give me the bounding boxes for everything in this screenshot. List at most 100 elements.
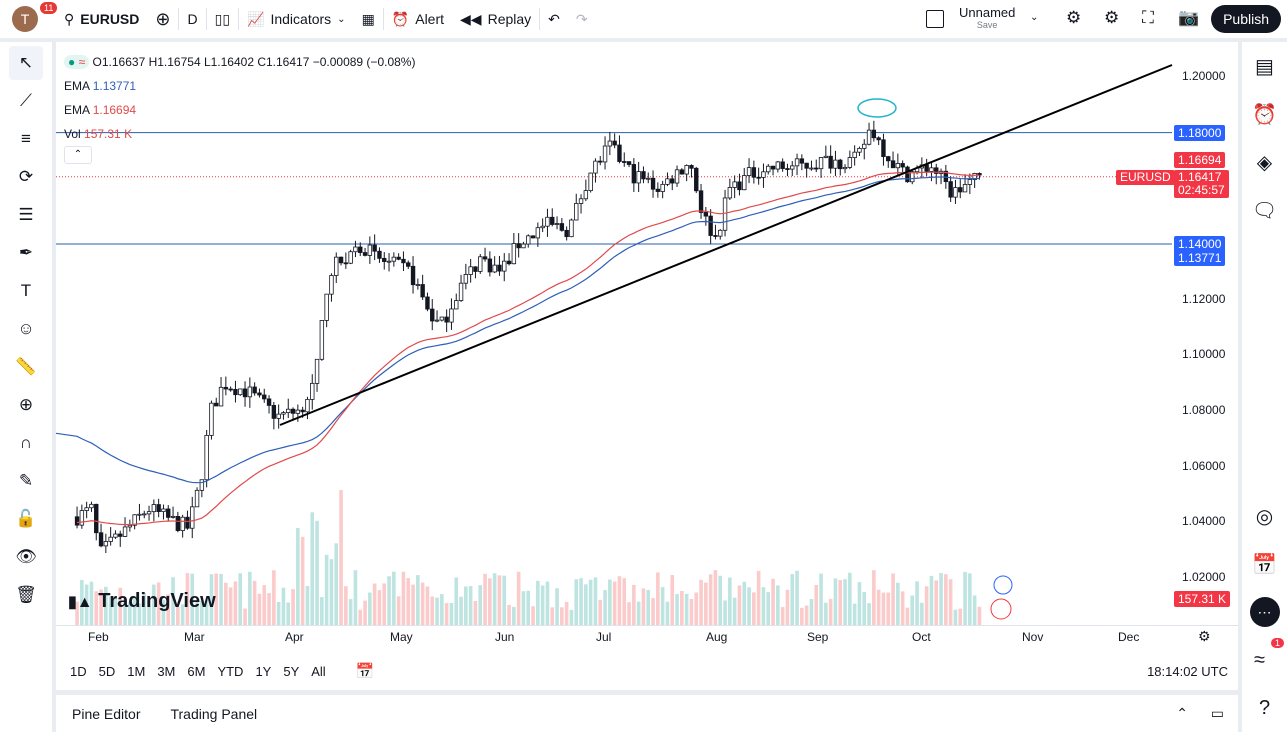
candle-body [598, 160, 603, 163]
range-all[interactable]: All [311, 663, 326, 679]
quick-search-icon[interactable]: ⚙ [1066, 8, 1082, 27]
candle-body [958, 187, 963, 193]
zoom-icon[interactable]: ⊕ [18, 395, 34, 414]
horizontal-lines-icon[interactable]: ≡ [21, 129, 31, 148]
volume-bar [747, 587, 751, 625]
volume-bar [512, 606, 516, 625]
chevron-down-icon[interactable]: ⌄ [1030, 12, 1039, 23]
volume-bar [416, 575, 420, 625]
undo-button[interactable]: ↶ [540, 0, 568, 38]
trash-icon[interactable]: 🗑 [15, 585, 37, 604]
layers-icon[interactable]: ◈ [1256, 151, 1273, 174]
candle-body [679, 169, 685, 175]
volume-bar [699, 579, 703, 625]
volume-bar [363, 600, 367, 625]
time-tick: Jul [596, 630, 612, 644]
volume-bar [156, 582, 161, 625]
candle-body [454, 300, 459, 310]
range-5d[interactable]: 5D [98, 663, 116, 679]
volume-bar [958, 608, 963, 625]
volume-bar [435, 597, 439, 625]
lock-icon[interactable]: 🔓 [15, 509, 37, 528]
alerts-clock-icon[interactable]: ⏰ [1252, 103, 1277, 126]
candle-body [358, 246, 363, 253]
ema-label: EMA [64, 79, 90, 93]
text-icon[interactable]: T [20, 281, 32, 300]
range-1m[interactable]: 1M [127, 663, 146, 679]
target-icon[interactable]: ◎ [1255, 505, 1274, 528]
templates-button[interactable]: ▦ [354, 0, 383, 38]
candle-body [257, 392, 262, 396]
date-range-icon[interactable]: 📅 [355, 663, 375, 680]
candle-body [319, 320, 325, 360]
volume-bar [190, 573, 195, 625]
alert-button[interactable]: ⏰ Alert [384, 0, 452, 38]
trendline [279, 64, 1173, 426]
tab-pine-editor[interactable]: Pine Editor [72, 705, 141, 722]
candle-body [790, 165, 795, 170]
volume-bar [680, 590, 684, 625]
volume-bar [636, 601, 641, 625]
volume-bar [488, 578, 492, 625]
price-chart[interactable] [56, 42, 1238, 690]
candle-body [194, 489, 200, 508]
redo-button[interactable]: ↷ [568, 0, 596, 38]
maximize-icon[interactable]: ▭ [1210, 705, 1224, 721]
avatar[interactable]: T [12, 6, 38, 32]
settings-icon[interactable]: ⚙ [1104, 8, 1120, 27]
volume-bar [675, 594, 679, 625]
clock[interactable]: 18:14:02 UTC [1147, 663, 1228, 679]
range-ytd[interactable]: YTD [217, 663, 244, 679]
emoji-icon[interactable]: ☺ [17, 319, 35, 338]
camera-icon[interactable]: 📷 [1178, 8, 1200, 27]
cursor-icon[interactable]: ↖ [9, 46, 43, 80]
volume-bar [824, 602, 828, 625]
apps-grid-icon[interactable]: ⋯ [1242, 588, 1287, 636]
fib-icon[interactable]: ☰ [18, 205, 34, 224]
candle-body [175, 515, 181, 531]
layout-checkbox-icon[interactable] [926, 10, 944, 28]
volume-bar [545, 581, 550, 625]
range-1y[interactable]: 1Y [255, 663, 272, 679]
pencil-lock-icon[interactable]: ✎ [18, 471, 34, 490]
candle-body [775, 161, 781, 170]
signal-icon[interactable]: ≈1 [1242, 636, 1287, 684]
volume-bar [94, 591, 99, 625]
candle-body [862, 143, 867, 149]
compare-button[interactable]: ⊕ [147, 0, 178, 38]
interval-button[interactable]: D [187, 11, 198, 27]
chart-panel[interactable]: ● ≈ O1.16637 H1.16754 L1.16402 C1.16417 … [56, 42, 1238, 690]
replay-button[interactable]: ◀◀ Replay [452, 0, 539, 38]
chart-type-button[interactable]: ▯▯ [207, 0, 238, 38]
ruler-icon[interactable]: 📏 [15, 357, 37, 376]
candle-body [718, 229, 723, 237]
tab-trading-panel[interactable]: Trading Panel [170, 705, 258, 722]
pattern-icon[interactable]: ⟳ [18, 167, 34, 186]
trend-line-icon[interactable]: ⟋ [20, 91, 32, 110]
watchlist-icon[interactable]: ▤ [1255, 55, 1274, 78]
volume-bar [329, 559, 334, 625]
axis-settings-icon[interactable]: ⚙ [1198, 628, 1211, 644]
help-icon[interactable]: ? [1258, 696, 1271, 719]
range-6m[interactable]: 6M [187, 663, 206, 679]
calendar-icon[interactable]: 📅 [1252, 553, 1277, 576]
chat-icon[interactable]: 🗨 [1251, 199, 1278, 222]
chevron-up-icon[interactable]: ⌃ [1176, 705, 1188, 721]
time-tick: Oct [912, 630, 931, 644]
publish-button[interactable]: Publish [1211, 5, 1281, 33]
range-5y[interactable]: 5Y [283, 663, 300, 679]
volume-bar [228, 587, 233, 625]
eye-icon[interactable]: 👁 [15, 547, 37, 566]
range-3m[interactable]: 3M [157, 663, 176, 679]
collapse-legend-button[interactable]: ⌃ [64, 146, 92, 164]
range-1d[interactable]: 1D [70, 663, 87, 679]
magnet-icon[interactable]: ∩ [19, 433, 33, 452]
brush-icon[interactable]: ✒ [18, 243, 34, 262]
fullscreen-icon[interactable]: ⛶ [1142, 8, 1154, 27]
symbol-search[interactable]: ⚲ EURUSD [56, 0, 147, 38]
volume-bar [939, 573, 943, 625]
candle-body [660, 183, 665, 192]
indicators-button[interactable]: 📈 Indicators ⌄ [239, 0, 354, 38]
layout-name-button[interactable]: Unnamed Save [959, 6, 1015, 32]
candle-body [977, 173, 982, 176]
